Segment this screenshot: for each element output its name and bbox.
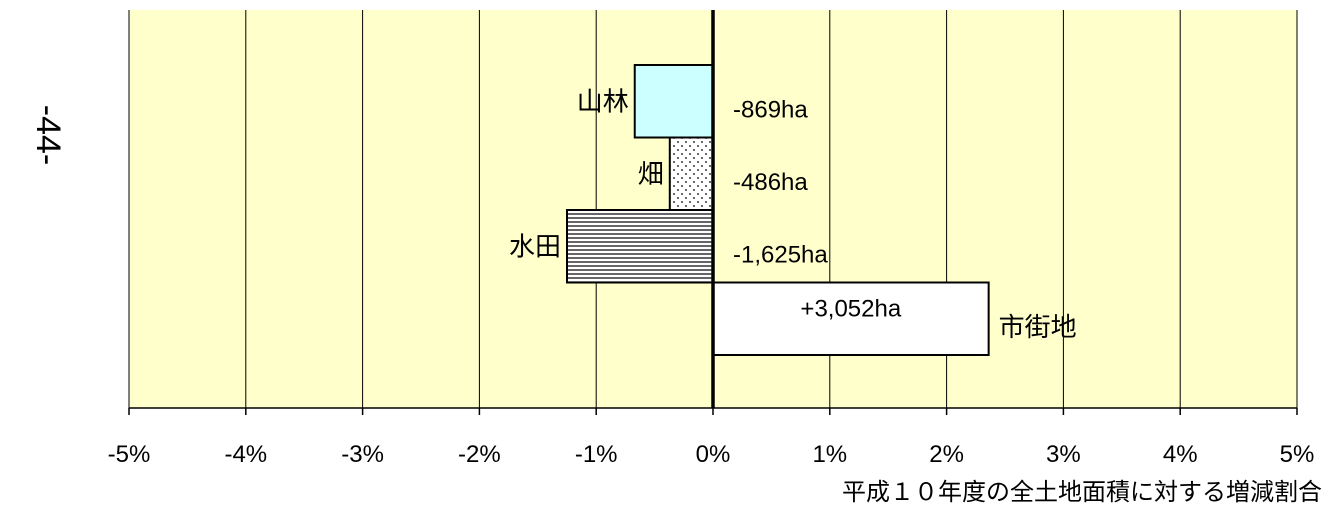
x-tick-label: -1%: [575, 441, 618, 468]
bar-labels: 山林 -869ha 畑 -486ha 水田 -1,625ha 市街地 +3,052ha: [509, 87, 1077, 343]
x-tick-label: 5%: [1280, 441, 1315, 468]
value-label: -869ha: [733, 96, 808, 123]
x-tick-label: 0%: [696, 441, 731, 468]
x-tick-label: 1%: [812, 441, 847, 468]
bar-2: [668, 136, 714, 211]
value-label: -486ha: [733, 169, 808, 196]
x-tick-label: 3%: [1046, 441, 1081, 468]
value-label: +3,052ha: [800, 296, 901, 323]
category-label: 水田: [509, 232, 561, 262]
bars: [566, 64, 990, 356]
x-tick-label: 2%: [929, 441, 964, 468]
category-label: 畑: [638, 160, 664, 190]
x-tick-label: -2%: [458, 441, 501, 468]
category-label: 市街地: [999, 313, 1077, 343]
x-tick-label: -5%: [108, 441, 151, 468]
bar-4: [712, 281, 990, 356]
x-axis-title: 平成１０年度の全土地面積に対する増減割合: [842, 478, 1322, 506]
value-label: -1,625ha: [733, 241, 828, 268]
x-tick-label: 4%: [1163, 441, 1198, 468]
x-tick-label: -4%: [224, 441, 267, 468]
x-axis-ticks: -5% -4% -3% -2% -1% 0% 1% 2% 3% 4% 5%: [108, 408, 1315, 468]
bar-1: [633, 64, 715, 139]
x-tick-label: -3%: [341, 441, 384, 468]
bar-3: [566, 209, 714, 284]
category-label: 山林: [577, 87, 629, 117]
